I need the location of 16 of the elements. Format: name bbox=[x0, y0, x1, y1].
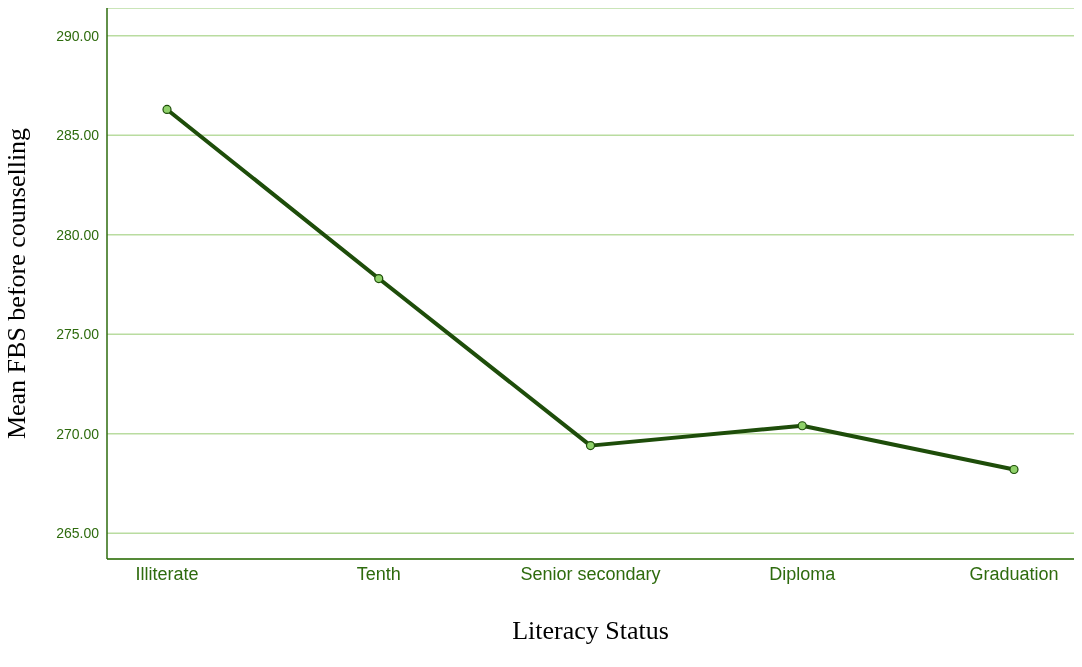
x-tick-label: Graduation bbox=[969, 563, 1059, 584]
point bbox=[797, 421, 807, 431]
y-tick-label: 290.00 bbox=[56, 27, 100, 44]
point bbox=[585, 441, 596, 451]
x-tick-label: Senior secondary bbox=[520, 563, 661, 584]
x-axis-title: Literacy Status bbox=[512, 616, 669, 645]
y-tick-label: 285.00 bbox=[56, 127, 100, 144]
x-tick-label: Diploma bbox=[769, 563, 837, 584]
x-tick-label: Tenth bbox=[356, 563, 401, 584]
y-tick-label: 280.00 bbox=[56, 226, 100, 243]
y-tick-label: 265.00 bbox=[56, 525, 100, 542]
y-tick-label: 270.00 bbox=[56, 425, 100, 442]
point bbox=[374, 273, 384, 284]
x-tick-label: Illiterate bbox=[135, 563, 199, 584]
y-tick-label: 275.00 bbox=[56, 326, 100, 343]
point bbox=[1009, 464, 1019, 475]
